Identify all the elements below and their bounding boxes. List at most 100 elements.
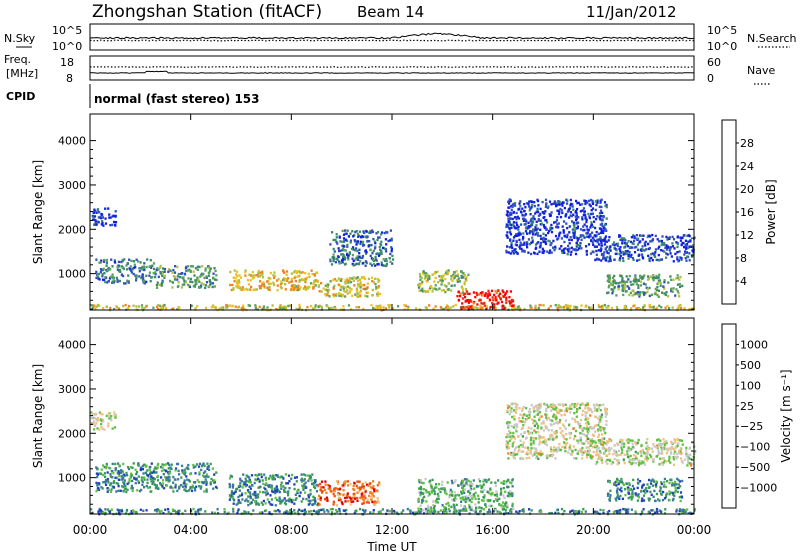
velocity-echo-cell xyxy=(128,480,131,483)
power-echo-cell xyxy=(467,307,470,310)
power-echo-cell xyxy=(332,295,335,298)
velocity-echo-cell xyxy=(302,497,305,501)
velocity-echo-cell xyxy=(120,478,123,481)
power-echo-cell xyxy=(562,305,566,309)
power-echo-cell xyxy=(419,275,422,278)
velocity-echo-cell xyxy=(508,435,511,438)
velocity-echo-cell xyxy=(604,415,607,418)
velocity-echo-cell xyxy=(566,408,569,411)
velocity-echo-cell xyxy=(260,473,263,476)
velocity-echo-cell xyxy=(315,510,319,513)
velocity-echo-cell xyxy=(160,476,163,479)
power-echo-cell xyxy=(555,225,558,229)
velocity-echo-cell xyxy=(232,507,235,511)
velocity-echo-cell xyxy=(372,480,375,483)
velocity-echo-cell xyxy=(301,484,304,487)
velocity-echo-cell xyxy=(460,483,463,486)
power-echo-cell xyxy=(640,234,643,237)
power-echo-cell xyxy=(565,198,568,201)
power-echo-cell xyxy=(579,235,582,238)
power-echo-cell xyxy=(527,225,530,228)
velocity-echo-cell xyxy=(189,487,192,490)
velocity-echo-cell xyxy=(494,507,497,511)
power-echo-cell xyxy=(653,253,656,256)
power-echo-cell xyxy=(320,282,323,285)
power-echo-cell xyxy=(252,276,255,279)
power-echo-cell xyxy=(163,303,166,307)
power-echo-cell xyxy=(344,279,347,282)
velocity-echo-cell xyxy=(533,406,536,409)
velocity-echo-cell xyxy=(533,447,536,450)
velocity-echo-cell xyxy=(325,491,328,494)
velocity-echo-cell xyxy=(540,510,543,513)
velocity-echo-cell xyxy=(419,504,422,507)
power-echo-cell xyxy=(619,251,622,254)
power-echo-cell xyxy=(619,257,622,260)
power-echo-cell xyxy=(511,304,514,308)
power-echo-cell xyxy=(688,252,691,255)
velocity-echo-cell xyxy=(530,404,533,407)
velocity-echo-cell xyxy=(106,508,110,511)
nave-label: Nave xyxy=(747,64,775,77)
power-echo-cell xyxy=(200,281,203,285)
power-echo-cell xyxy=(348,252,351,255)
velocity-echo-cell xyxy=(595,450,598,454)
power-echo-cell xyxy=(237,281,240,284)
power-echo-cell xyxy=(571,205,574,208)
velocity-echo-cell xyxy=(594,415,597,418)
power-echo-cell xyxy=(547,205,550,208)
power-echo-cell xyxy=(378,245,381,249)
velocity-echo-cell xyxy=(465,480,468,484)
velocity-echo-cell xyxy=(262,482,265,486)
velocity-echo-cell xyxy=(285,499,288,502)
power-echo-cell xyxy=(312,286,315,289)
power-echo-cell xyxy=(182,276,185,279)
power-echo-cell xyxy=(342,233,346,236)
power-echo-cell xyxy=(253,274,256,277)
power-echo-cell xyxy=(210,306,213,309)
power-echo-cell xyxy=(116,280,119,283)
velocity-echo-cell xyxy=(507,478,510,482)
velocity-echo-cell xyxy=(118,472,121,475)
power-echo-cell xyxy=(536,227,539,230)
velocity-echo-cell xyxy=(194,485,198,489)
power-echo-cell xyxy=(463,280,466,284)
velocity-echo-cell xyxy=(268,511,271,514)
power-echo-cell xyxy=(373,240,376,243)
power-echo-cell xyxy=(132,272,135,276)
velocity-echo-cell xyxy=(239,501,242,504)
power-echo-cell xyxy=(163,270,166,273)
power-echo-cell xyxy=(648,258,651,261)
power-echo-cell xyxy=(355,277,358,280)
velocity-echo-cell xyxy=(486,499,489,502)
velocity-echo-cell xyxy=(437,497,440,500)
velocity-echo-cell xyxy=(557,421,560,424)
velocity-echo-cell xyxy=(566,442,569,445)
velocity-echo-cell xyxy=(469,480,472,484)
power-echo-cell xyxy=(130,271,133,274)
power-echo-cell xyxy=(632,258,635,261)
power-echo-cell xyxy=(648,247,651,250)
velocity-echo-cell xyxy=(504,490,507,493)
velocity-echo-cell xyxy=(96,475,99,479)
velocity-echo-cell xyxy=(430,508,433,511)
velocity-echo-cell xyxy=(538,411,541,414)
velocity-echo-cell xyxy=(309,489,312,492)
velocity-echo-cell xyxy=(635,461,638,465)
power-echo-cell xyxy=(678,282,681,286)
power-echo-cell xyxy=(191,265,195,268)
power-echo-cell xyxy=(548,213,551,216)
power-echo-cell xyxy=(420,276,423,280)
power-echo-cell xyxy=(626,252,629,255)
power-echo-cell xyxy=(575,236,578,239)
nave-trace xyxy=(89,66,694,68)
power-echo-cell xyxy=(160,306,163,309)
power-echo-cell xyxy=(294,287,298,290)
velocity-echo-cell xyxy=(586,432,590,436)
power-echo-cell xyxy=(676,256,679,259)
power-echo-cell xyxy=(690,255,694,258)
power-echo-cell xyxy=(171,271,174,274)
velocity-echo-cell xyxy=(361,482,364,486)
velocity-echo-cell xyxy=(532,407,535,410)
power-echo-cell xyxy=(359,256,362,260)
